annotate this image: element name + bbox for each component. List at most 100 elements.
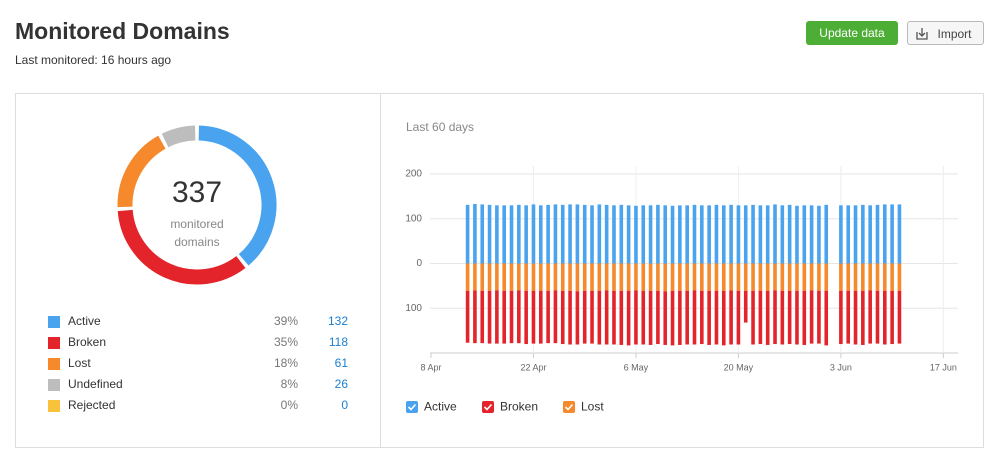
legend-label: Broken [500,400,538,414]
check-mark [483,403,493,411]
bar-broken [656,290,660,345]
bar-active [714,204,719,264]
bar-broken [707,290,711,345]
x-tick-label: 3 Jun [830,362,852,372]
legend-item[interactable]: Lost [563,400,604,414]
bar-broken [780,290,785,345]
legend-share: 18% [274,356,298,370]
import-button[interactable]: Import [907,21,984,45]
bar-broken [846,290,851,344]
bar-broken [619,290,624,345]
legend-name: Broken [68,335,106,349]
bar-broken [700,290,704,345]
bar-broken [787,290,792,345]
bar-lost [817,263,821,291]
bar-lost [861,263,865,291]
bar-broken [480,290,485,344]
bar-active [582,204,587,264]
bar-lost [612,263,616,291]
bar-lost [780,263,785,291]
bar-active [861,204,865,264]
bar-active [802,205,807,264]
bar-active [509,205,514,264]
legend-name: Rejected [68,398,115,412]
bar-broken [714,290,719,345]
bar-active [568,204,572,264]
bar-active [663,205,668,264]
donut-segment [117,135,166,208]
panel [15,93,984,448]
bar-broken [546,290,550,344]
bar-broken [853,290,858,345]
bar-lost [604,263,609,291]
import-icon [916,28,928,40]
bar-broken [524,290,528,345]
bar-broken [692,290,697,345]
bar-active [612,205,616,264]
bar-active [575,204,580,264]
bar-broken [809,290,814,344]
bar-lost [641,263,646,291]
legend-item[interactable]: Broken [482,400,538,414]
bar-active [765,205,770,264]
bar-active [634,205,638,264]
bar-lost [773,263,777,291]
bar-broken [502,290,506,344]
check-mark [564,403,574,411]
bar-broken [685,290,689,345]
bar-lost [839,263,843,291]
bar-active [553,204,558,264]
bar-broken [473,290,477,344]
bar-active [517,204,521,264]
bar-lost [465,263,470,291]
bar-active [853,205,858,264]
legend-swatch [48,358,60,370]
bar-active [795,205,799,264]
y-tick-label: 100 [405,213,422,224]
bar-lost [495,263,499,291]
bar-broken [590,290,594,344]
bar-active [531,204,536,264]
bar-lost [846,263,851,291]
divider [380,94,381,447]
bar-lost [531,263,536,291]
bar-broken [743,290,748,323]
bar-active [890,204,894,264]
bar-lost [597,263,602,291]
legend-item[interactable]: Active [406,400,457,414]
bar-lost [568,263,572,291]
bar-broken [861,290,865,345]
bar-active [846,205,851,264]
bar-active [495,205,499,264]
bar-lost [883,263,887,291]
bar-active [736,205,741,264]
bar-active [641,205,646,264]
bar-broken [824,290,829,346]
bar-lost [809,263,814,291]
bar-active [480,204,485,264]
legend-share: 35% [274,335,298,349]
bar-lost [736,263,741,291]
bar-active [729,204,733,264]
bar-broken [765,290,770,345]
donut-segment [117,209,246,285]
bar-broken [875,290,880,344]
bar-active [560,204,565,264]
legend-label: Lost [581,400,604,414]
legend-value: 118 [329,335,348,349]
y-tick-label: 0 [416,258,422,269]
bar-broken [612,290,616,345]
legend-swatch [48,316,60,328]
x-tick-label: 17 Jun [930,362,957,372]
bar-lost [524,263,528,291]
bar-lost [626,263,631,291]
legend-share: 8% [281,377,299,391]
bar-lost [619,263,624,291]
bar-broken [817,290,821,344]
update-button[interactable]: Update data [806,21,898,45]
bar-broken [538,290,543,344]
bar-lost [765,263,770,291]
bar-broken [575,291,580,345]
